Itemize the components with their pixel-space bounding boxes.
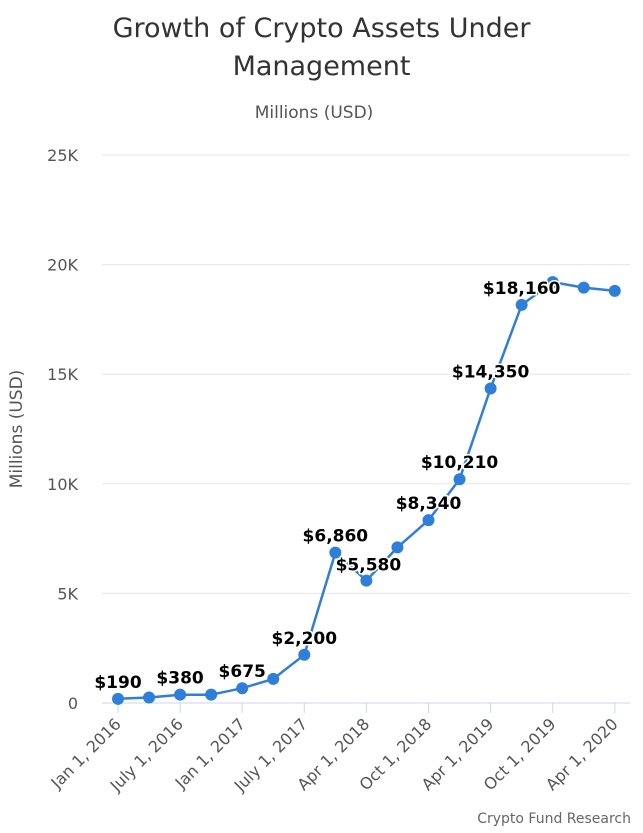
data-label: $190 (94, 673, 141, 693)
data-label: $380 (156, 669, 203, 689)
data-label: $8,340 (396, 494, 462, 514)
y-tick-label: 20K (47, 256, 78, 275)
data-point (174, 688, 187, 701)
data-labels: $190 $380 $675$2,200 $6,860 $5,580 $8,340 $10,… (93, 277, 562, 694)
data-point (391, 541, 404, 554)
y-tick-label: 25K (47, 146, 78, 165)
data-label: $14,350 (452, 362, 530, 382)
data-point (143, 691, 156, 704)
chart-title: Growth of Crypto Assets Under Management (0, 10, 643, 86)
data-point (112, 692, 124, 705)
chart-title-line-1: Growth of Crypto Assets Under (112, 13, 531, 44)
chart-title-line-2: Management (232, 51, 411, 82)
y-tick-label: 15K (47, 365, 78, 384)
series-path (117, 280, 615, 701)
data-point (298, 648, 311, 661)
y-axis-ticks: 0 5K 10K 15K 20K 25K (47, 146, 78, 713)
data-point (546, 276, 559, 289)
data-point (205, 688, 218, 701)
data-point (360, 574, 373, 587)
data-point (236, 682, 249, 695)
data-point (453, 473, 466, 486)
data-point (484, 382, 497, 395)
gridlines (102, 154, 630, 594)
data-point (515, 298, 528, 311)
credits-text[interactable]: Crypto Fund Research (477, 811, 631, 827)
chart-subtitle: Millions (USD) (254, 103, 374, 123)
data-label: $675 (219, 662, 266, 682)
data-label: $2,200 (271, 629, 337, 649)
data-point (422, 514, 435, 527)
y-tick-label: 5K (57, 584, 78, 603)
y-tick-label: 0 (68, 694, 78, 713)
y-tick-label: 10K (47, 475, 78, 494)
data-label: $18,160 (483, 279, 561, 299)
data-label: $6,860 (303, 527, 369, 547)
data-label: $10,210 (421, 453, 499, 473)
data-point (577, 281, 590, 294)
data-point (608, 284, 621, 297)
series-line (112, 276, 621, 705)
data-point (329, 546, 342, 559)
y-axis-title: Millions (USD) (7, 370, 27, 489)
data-label: $5,580 (336, 556, 402, 576)
data-point (267, 672, 280, 685)
